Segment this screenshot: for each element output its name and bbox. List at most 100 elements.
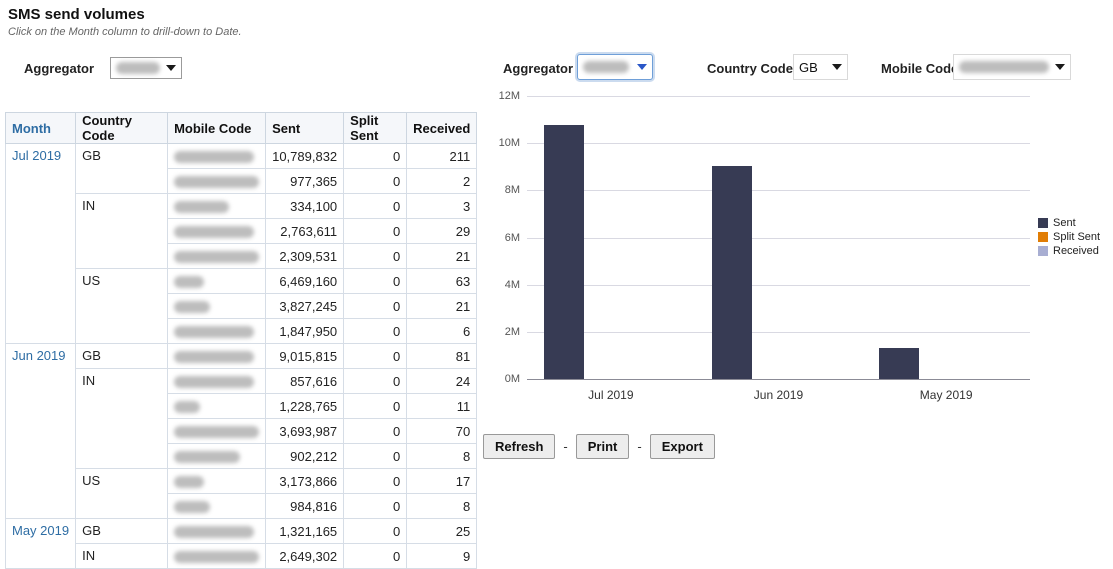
sent-cell: 10,789,832 xyxy=(265,143,345,169)
redacted-mobile-code xyxy=(174,326,255,339)
received-cell: 63 xyxy=(406,268,478,294)
gridline xyxy=(527,96,1030,97)
chart-plot-area xyxy=(527,96,1030,380)
received-cell: 8 xyxy=(406,443,478,469)
chevron-down-icon xyxy=(1055,64,1065,70)
col-header-sent: Sent xyxy=(265,112,345,144)
legend-label: Split Sent xyxy=(1053,231,1101,243)
country-code-select[interactable]: GB xyxy=(793,54,848,80)
legend-item-split-sent: Split Sent xyxy=(1038,231,1100,243)
redacted-mobile-code xyxy=(174,426,260,439)
col-header-month[interactable]: Month xyxy=(4,112,77,144)
split-sent-cell: 0 xyxy=(343,443,408,469)
x-axis-line xyxy=(527,379,1030,380)
mobile-code-cell xyxy=(167,318,267,344)
redacted-aggregator-value xyxy=(583,61,629,73)
redacted-mobile-code xyxy=(174,526,255,539)
received-cell: 24 xyxy=(406,368,478,394)
month-drilldown-link[interactable]: May 2019 xyxy=(12,523,70,538)
month-cell: Jul 2019 xyxy=(4,143,77,344)
received-cell: 6 xyxy=(406,318,478,344)
refresh-button[interactable]: Refresh xyxy=(483,434,556,459)
chevron-down-icon xyxy=(832,64,842,70)
x-axis-tick-label: May 2019 xyxy=(919,388,973,402)
table-row: 1,228,765 0 11 xyxy=(6,393,478,419)
col-header-mobile-code: Mobile Code xyxy=(167,112,267,144)
y-axis-tick-label: 8M xyxy=(504,184,520,197)
chart-legend: Sent Split Sent Received xyxy=(1038,217,1100,259)
split-sent-cell: 0 xyxy=(343,493,408,519)
gridline xyxy=(527,237,1030,239)
bar-sent-may-2019 xyxy=(879,347,920,379)
month-cell: Jun 2019 xyxy=(4,343,77,519)
legend-label: Sent xyxy=(1053,217,1076,229)
legend-item-received: Received xyxy=(1038,245,1100,257)
chevron-down-icon xyxy=(166,65,177,71)
mobile-code-cell xyxy=(167,443,267,469)
page-subtitle: Click on the Month column to drill-down … xyxy=(8,26,242,38)
table-row: IN 857,616 0 24 xyxy=(6,368,478,469)
mobile-code-cell xyxy=(167,468,267,494)
redacted-mobile-code xyxy=(174,301,211,314)
table-row: 902,212 0 8 xyxy=(6,443,478,469)
table-row: Jul 2019 GB 10,789,832 0 211 xyxy=(4,143,478,344)
redacted-mobile-code xyxy=(174,226,255,239)
country-code-cell: US xyxy=(75,468,169,519)
export-button[interactable]: Export xyxy=(649,434,715,459)
received-cell: 2 xyxy=(406,168,478,194)
split-sent-cell: 0 xyxy=(343,193,408,219)
received-cell: 25 xyxy=(406,518,478,544)
chart-aggregator-select[interactable] xyxy=(577,54,653,80)
gridline xyxy=(527,331,1030,333)
redacted-mobile-code xyxy=(174,501,211,514)
country-code-cell: US xyxy=(75,268,169,344)
table-row: 3,693,987 0 70 xyxy=(6,418,478,444)
country-code-cell: IN xyxy=(75,368,169,469)
print-button[interactable]: Print xyxy=(575,434,630,459)
redacted-mobile-code xyxy=(174,351,255,364)
left-aggregator-filter: Aggregator xyxy=(24,57,183,79)
received-cell: 9 xyxy=(406,543,478,569)
chart-actions: Refresh - Print - Export xyxy=(483,434,715,459)
table-row: 977,365 0 2 xyxy=(6,168,478,194)
mobile-code-cell xyxy=(167,168,267,194)
legend-item-sent: Sent xyxy=(1038,217,1100,229)
split-sent-cell: 0 xyxy=(343,243,408,269)
sent-cell: 977,365 xyxy=(265,168,345,194)
button-separator: - xyxy=(637,439,642,454)
mobile-code-select[interactable] xyxy=(953,54,1071,80)
table-row: 3,827,245 0 21 xyxy=(6,293,478,319)
table-row: US 3,173,866 0 17 xyxy=(6,468,478,519)
legend-swatch-received xyxy=(1038,246,1048,256)
split-sent-cell: 0 xyxy=(343,218,408,244)
sent-cell: 857,616 xyxy=(265,368,345,394)
redacted-mobile-code xyxy=(174,251,260,264)
gridline xyxy=(527,284,1030,286)
chart-aggregator-label: Aggregator xyxy=(503,61,574,76)
split-sent-cell: 0 xyxy=(343,543,408,569)
redacted-aggregator-value xyxy=(116,62,161,74)
sent-cell: 2,649,302 xyxy=(265,543,345,569)
mobile-code-cell xyxy=(167,518,267,544)
month-drilldown-link[interactable]: Jun 2019 xyxy=(12,348,66,363)
legend-label: Received xyxy=(1053,245,1099,257)
country-code-cell: GB xyxy=(75,143,169,194)
mobile-code-cell xyxy=(167,418,267,444)
sent-cell: 3,693,987 xyxy=(265,418,345,444)
split-sent-cell: 0 xyxy=(343,268,408,294)
aggregator-select[interactable] xyxy=(110,57,183,79)
received-cell: 21 xyxy=(406,293,478,319)
aggregator-label: Aggregator xyxy=(24,60,95,76)
mobile-code-cell xyxy=(167,368,267,394)
month-drilldown-link[interactable]: Jul 2019 xyxy=(12,148,62,163)
y-axis-tick-label: 4M xyxy=(504,278,520,291)
y-axis-tick-label: 10M xyxy=(498,137,520,150)
sms-volumes-table: Month Country Code Mobile Code Sent Split Se… xyxy=(4,112,478,569)
split-sent-cell: 0 xyxy=(343,318,408,344)
mobile-code-cell xyxy=(167,543,267,569)
redacted-mobile-code xyxy=(174,551,260,564)
page-title: SMS send volumes xyxy=(8,6,145,23)
table-row: 984,816 0 8 xyxy=(6,493,478,519)
redacted-mobile-code xyxy=(174,276,205,289)
table-row: IN 334,100 0 3 xyxy=(6,193,478,269)
